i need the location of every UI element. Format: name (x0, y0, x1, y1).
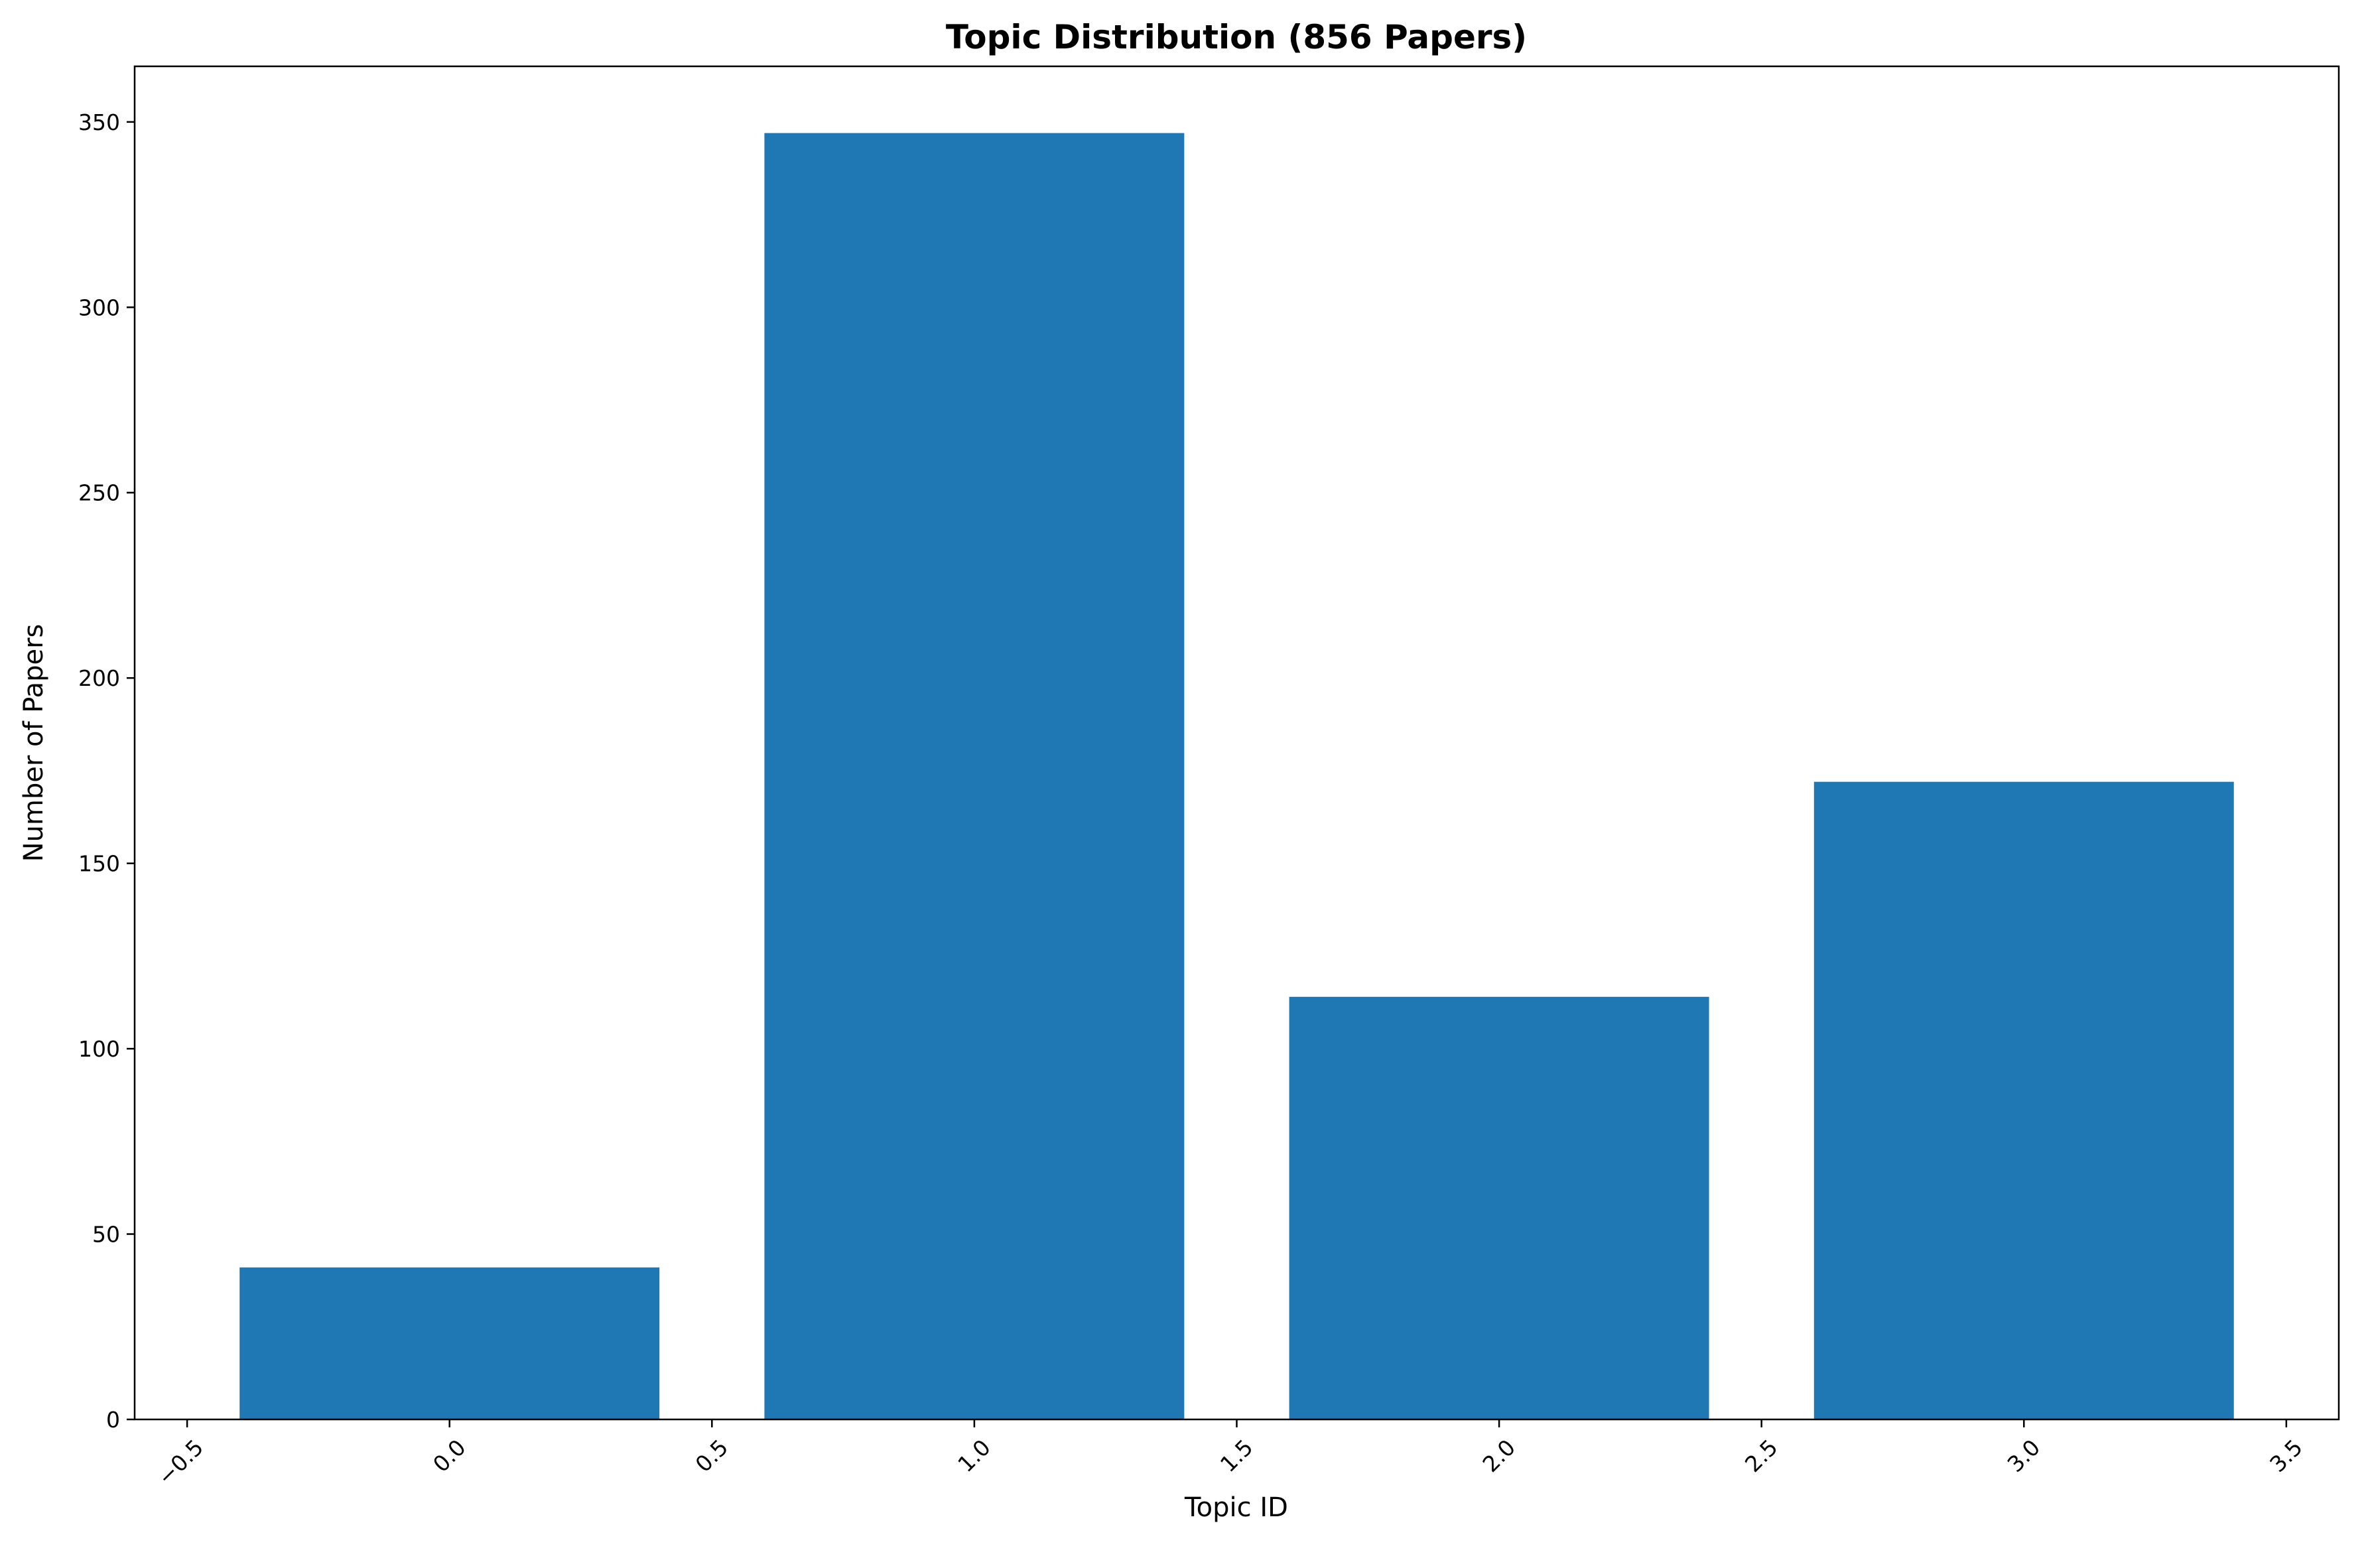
bar-topic-0 (239, 1267, 660, 1419)
plot-frame (133, 65, 2340, 1421)
y-tick-label: 200 (78, 665, 120, 691)
y-tick-label: 0 (106, 1407, 120, 1433)
y-tick-label: 300 (78, 294, 120, 320)
y-axis-label: Number of Papers (19, 624, 49, 862)
y-axis-ticks: 0 50 100 150 200 250 300 350 (78, 109, 135, 1433)
y-tick-label: 100 (78, 1036, 120, 1062)
x-axis-label: Topic ID (1184, 1492, 1288, 1523)
y-tick-label: 250 (78, 480, 120, 506)
bar-topic-3 (1813, 781, 2234, 1419)
bars (239, 133, 2234, 1419)
bar-topic-1 (764, 133, 1185, 1419)
y-tick-label: 350 (78, 109, 120, 135)
bar-topic-2 (1289, 996, 1709, 1419)
y-tick-label: 150 (78, 851, 120, 877)
chart-title: Topic Distribution (856 Papers) (946, 18, 1527, 56)
y-tick-label: 50 (92, 1222, 120, 1248)
